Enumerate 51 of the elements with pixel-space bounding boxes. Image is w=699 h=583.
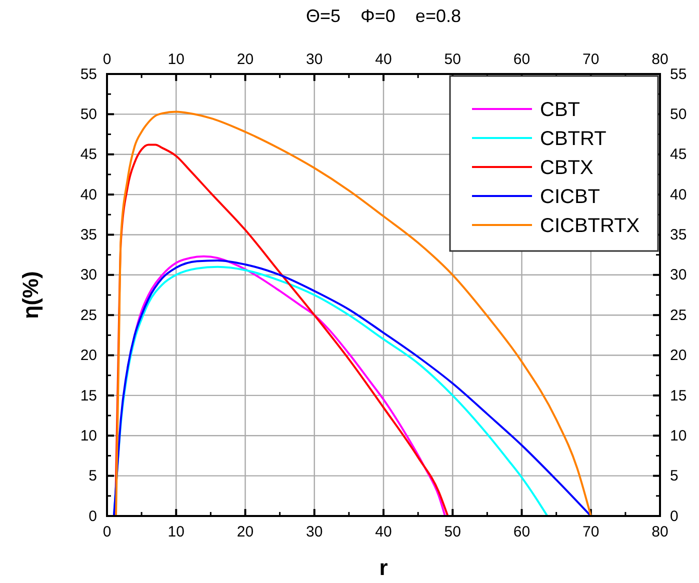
chart-title: Θ=5 Φ=0 e=0.8 [306, 6, 461, 26]
y2-tick-label: 20 [670, 347, 687, 364]
y-tick-label: 30 [80, 266, 97, 284]
x-tick-label: 0 [102, 51, 112, 68]
y2-tick-label: 5 [670, 468, 678, 485]
x-tick-label: 30 [306, 51, 323, 68]
x2-tick-label: 0 [102, 524, 112, 541]
y-tick-label: 45 [80, 146, 97, 164]
legend-label: CICBT [540, 186, 600, 208]
x2-tick-label: 60 [513, 524, 530, 541]
x2-tick-label: 20 [236, 524, 254, 541]
x-tick-label: 40 [375, 51, 392, 68]
legend-label: CICBTRTX [540, 215, 640, 237]
y2-tick-label: 25 [670, 306, 687, 324]
x-tick-label: 70 [582, 51, 600, 68]
y-tick-label: 20 [80, 347, 97, 364]
y2-tick-label: 30 [670, 266, 687, 284]
line-series [114, 144, 449, 517]
legend-label: CBTRT [540, 128, 606, 150]
x-tick-label: 50 [444, 51, 461, 68]
y-axis-title: η(%) [18, 271, 43, 319]
x-tick-label: 60 [513, 51, 530, 68]
x-axis-title: r [379, 555, 388, 580]
y2-tick-label: 45 [670, 146, 687, 164]
y-tick-label: 15 [80, 387, 97, 404]
y2-tick-label: 35 [670, 226, 687, 244]
x-tick-label: 80 [652, 51, 668, 68]
x-tick-label: 10 [168, 51, 184, 68]
y2-tick-label: 10 [670, 427, 687, 444]
y-tick-label: 35 [80, 226, 97, 244]
x2-tick-label: 50 [444, 524, 461, 541]
y2-tick-label: 0 [670, 508, 678, 525]
y-tick-label: 5 [88, 468, 97, 485]
x2-tick-label: 80 [652, 524, 668, 541]
x2-tick-label: 10 [168, 524, 184, 541]
y2-tick-label: 55 [670, 66, 687, 83]
x2-tick-label: 30 [306, 524, 323, 541]
legend-label: CBT [540, 99, 580, 121]
x-tick-label: 20 [236, 51, 254, 68]
y-tick-label: 55 [80, 66, 97, 83]
y-tick-label: 40 [80, 186, 97, 204]
y-tick-label: 25 [80, 306, 97, 324]
y2-tick-label: 15 [670, 387, 687, 404]
y-tick-label: 0 [88, 508, 97, 525]
y-tick-label: 10 [80, 427, 97, 444]
y-tick-label: 50 [80, 106, 97, 123]
legend-label: CBTX [540, 157, 594, 179]
x2-tick-label: 70 [582, 524, 600, 541]
x2-tick-label: 40 [375, 524, 392, 541]
y2-tick-label: 50 [670, 106, 687, 123]
y2-tick-label: 40 [670, 186, 687, 204]
